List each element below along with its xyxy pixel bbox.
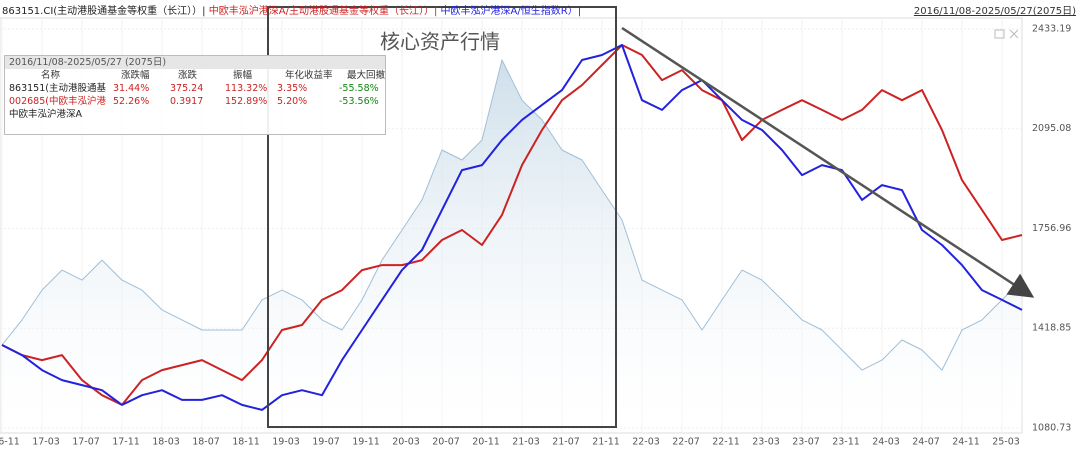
chart-title: 核心资产行情 xyxy=(380,30,500,54)
header-part: 中欧丰泓沪港深A/恒生指数R）| xyxy=(440,6,582,17)
close-icon[interactable] xyxy=(1009,29,1019,39)
table-cell: 002685(中欧丰泓沪港 xyxy=(9,96,106,107)
highlight-box xyxy=(267,6,617,428)
table-cell: 0.3917 xyxy=(170,96,204,107)
x-tick-label: 24-07 xyxy=(912,437,940,448)
table-cell: 31.44% xyxy=(113,83,150,94)
table-cell: 113.32% xyxy=(225,83,268,94)
x-tick-label: 17-07 xyxy=(72,437,100,448)
x-tick-label: 23-03 xyxy=(752,437,780,448)
stats-table: 2016/11/08-2025/05/27 (2075日) 名称 涨跌幅 涨跌 振幅 年… xyxy=(4,55,386,135)
table-row: 002685(中欧丰泓沪港 52.26% 0.3917 152.89% 5.20% -53… xyxy=(5,95,385,108)
y-tick-label: 1756.96 xyxy=(1032,223,1071,234)
x-tick-label: 22-11 xyxy=(712,437,740,448)
trend-arrow xyxy=(621,26,1035,298)
column-header: 振幅 xyxy=(233,70,253,81)
x-tick-label: 18-03 xyxy=(152,437,180,448)
table-header-row: 名称 涨跌幅 涨跌 振幅 年化收益率 最大回撤 xyxy=(5,69,385,82)
x-tick-label: 21-03 xyxy=(512,437,540,448)
table-row: 中欧丰泓沪港深A xyxy=(5,108,385,121)
x-tick-label: 22-03 xyxy=(632,437,660,448)
header: 863151.CI(主动港股通基金等权重（长江））| 中欧丰泓沪港深A/主动港股… xyxy=(2,2,581,17)
x-tick-label: 16-11 xyxy=(0,437,20,448)
x-tick-label: 17-03 xyxy=(32,437,60,448)
column-header: 最大回撤 xyxy=(347,70,386,81)
column-header: 涨跌幅 xyxy=(121,70,150,81)
y-tick-label: 1080.73 xyxy=(1032,423,1071,434)
x-tick-label: 19-03 xyxy=(272,437,300,448)
date-range[interactable]: 2016/11/08-2025/05/27(2075日) xyxy=(913,6,1076,17)
x-tick-label: 22-07 xyxy=(672,437,700,448)
column-header: 年化收益率 xyxy=(285,70,333,81)
column-header: 名称 xyxy=(41,70,61,81)
y-tick-label: 2433.19 xyxy=(1032,24,1071,35)
table-title: 2016/11/08-2025/05/27 (2075日) xyxy=(5,56,385,69)
y-tick-label: 2095.08 xyxy=(1032,123,1071,134)
x-tick-label: 24-03 xyxy=(872,437,900,448)
y-tick-label: 1418.85 xyxy=(1032,323,1071,334)
restore-icon[interactable] xyxy=(994,29,1005,39)
x-tick-label: 18-11 xyxy=(232,437,260,448)
x-tick-label: 18-07 xyxy=(192,437,220,448)
table-cell: 5.20% xyxy=(277,96,308,107)
x-tick-label: 20-07 xyxy=(432,437,460,448)
x-tick-label: 20-11 xyxy=(472,437,500,448)
table-cell: 3.35% xyxy=(277,83,308,94)
x-tick-label: 23-07 xyxy=(792,437,820,448)
x-tick-label: 19-11 xyxy=(352,437,380,448)
column-header: 涨跌 xyxy=(178,70,198,81)
line xyxy=(1,44,1023,411)
header-part: 中欧丰泓沪港深A/主动港股通基金等权重（长江））| xyxy=(208,6,438,17)
x-tick-label: 23-11 xyxy=(832,437,860,448)
area xyxy=(2,60,1022,428)
x-tick-label: 19-07 xyxy=(312,437,340,448)
x-tick-label: 25-03 xyxy=(992,437,1020,448)
table-cell: 152.89% xyxy=(225,96,268,107)
x-tick-label: 21-07 xyxy=(552,437,580,448)
x-tick-label: 21-11 xyxy=(592,437,620,448)
x-tick-label: 24-11 xyxy=(952,437,980,448)
x-tick-label: 20-03 xyxy=(392,437,420,448)
x-tick-label: 17-11 xyxy=(112,437,140,448)
table-cell: 中欧丰泓沪港深A xyxy=(9,109,82,120)
table-cell: -55.58% xyxy=(339,83,379,94)
table-cell: 863151(主动港股通基 xyxy=(9,83,106,94)
table-cell: -53.56% xyxy=(339,96,379,107)
table-cell: 52.26% xyxy=(113,96,150,107)
line xyxy=(1,44,1023,406)
line xyxy=(1,59,1023,371)
table-cell: 375.24 xyxy=(170,83,204,94)
header-part: 863151.CI(主动港股通基金等权重（长江））| xyxy=(2,6,206,17)
table-row: 863151(主动港股通基 31.44% 375.24 113.32% 3.35% -55… xyxy=(5,82,385,95)
